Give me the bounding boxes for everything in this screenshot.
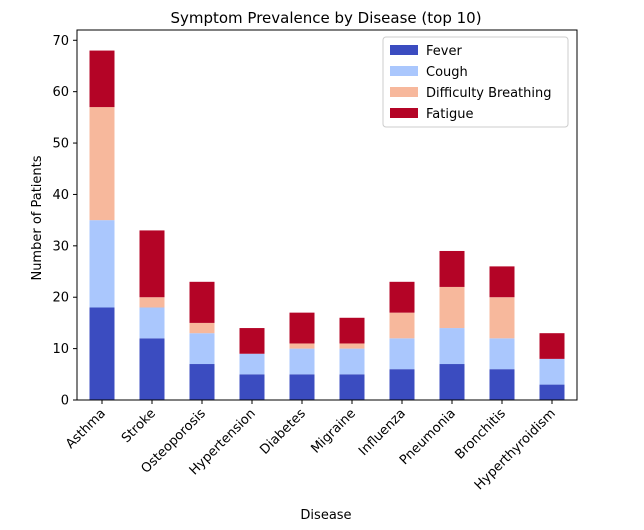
bar-hyperthyroidism-fever: [539, 384, 565, 400]
bar-pneumonia-difficulty-breathing: [439, 286, 465, 329]
bars-group: [89, 50, 565, 400]
legend-label: Fever: [426, 44, 462, 59]
y-axis-label: Number of Patients: [30, 155, 45, 280]
bar-bronchitis-fever: [489, 369, 515, 400]
bar-stroke-fatigue: [139, 230, 165, 298]
bar-migraine-fatigue: [339, 317, 365, 344]
bar-stroke-cough: [139, 307, 165, 339]
bar-pneumonia-cough: [439, 328, 465, 365]
y-tick-label: 0: [61, 394, 69, 409]
x-tick-label: Diabetes: [257, 406, 309, 458]
legend-swatch-cough: [390, 66, 418, 76]
bar-asthma-fatigue: [89, 50, 115, 108]
x-tick-label: Migraine: [308, 406, 358, 456]
axes-group: [76, 29, 578, 401]
bar-hypertension-fever: [239, 374, 265, 400]
x-tick-label: Influenza: [356, 406, 409, 459]
legend: Fever Cough Difficulty Breathing Fatigue: [382, 36, 569, 128]
bar-hyperthyroidism-cough: [539, 358, 565, 385]
chart-title: Symptom Prevalence by Disease (top 10): [170, 9, 481, 27]
legend-label: Cough: [426, 65, 468, 80]
bar-asthma-cough: [89, 220, 115, 308]
y-tick-label: 10: [52, 342, 69, 357]
bar-migraine-cough: [339, 348, 365, 375]
legend-swatch-difficulty-breathing: [390, 87, 418, 97]
bar-migraine-difficulty-breathing: [339, 343, 365, 349]
legend-swatch-fever: [390, 45, 418, 55]
bar-influenza-difficulty-breathing: [389, 312, 415, 339]
bar-pneumonia-fever: [439, 364, 465, 400]
bar-stroke-fever: [139, 338, 165, 400]
y-tick-label: 40: [52, 188, 69, 203]
y-tick-label: 20: [52, 291, 69, 306]
legend-label: Fatigue: [426, 107, 473, 122]
plot-frame: [76, 29, 578, 401]
bar-osteoporosis-fatigue: [189, 281, 215, 323]
bar-osteoporosis-difficulty-breathing: [189, 322, 215, 334]
bar-hypertension-fatigue: [239, 328, 265, 354]
bar-influenza-fatigue: [389, 281, 415, 313]
x-tick-label: Asthma: [63, 406, 109, 452]
bar-diabetes-cough: [289, 348, 315, 375]
bar-stroke-difficulty-breathing: [139, 297, 165, 308]
legend-label: Difficulty Breathing: [426, 86, 552, 101]
x-tick-label: Stroke: [119, 406, 159, 446]
bar-bronchitis-difficulty-breathing: [489, 297, 515, 339]
bar-pneumonia-fatigue: [439, 250, 465, 287]
bar-hypertension-cough: [239, 353, 265, 375]
bar-hyperthyroidism-fatigue: [539, 333, 565, 359]
bar-asthma-fever: [89, 307, 115, 400]
bar-osteoporosis-fever: [189, 364, 215, 400]
bar-diabetes-difficulty-breathing: [289, 343, 315, 349]
legend-swatch-fatigue: [390, 108, 418, 118]
bar-influenza-cough: [389, 338, 415, 370]
bar-bronchitis-cough: [489, 338, 515, 370]
y-tick-label: 30: [52, 239, 69, 254]
bar-diabetes-fatigue: [289, 312, 315, 344]
x-axis-label: Disease: [300, 508, 351, 523]
bar-migraine-fever: [339, 374, 365, 400]
y-tick-label: 70: [52, 34, 69, 49]
bar-bronchitis-fatigue: [489, 266, 515, 298]
y-tick-label: 60: [52, 85, 69, 100]
y-tick-label: 50: [52, 137, 69, 152]
bar-influenza-fever: [389, 369, 415, 400]
bar-asthma-difficulty-breathing: [89, 107, 115, 221]
legend-frame: [382, 36, 569, 128]
bar-osteoporosis-cough: [189, 333, 215, 365]
bar-diabetes-fever: [289, 374, 315, 400]
